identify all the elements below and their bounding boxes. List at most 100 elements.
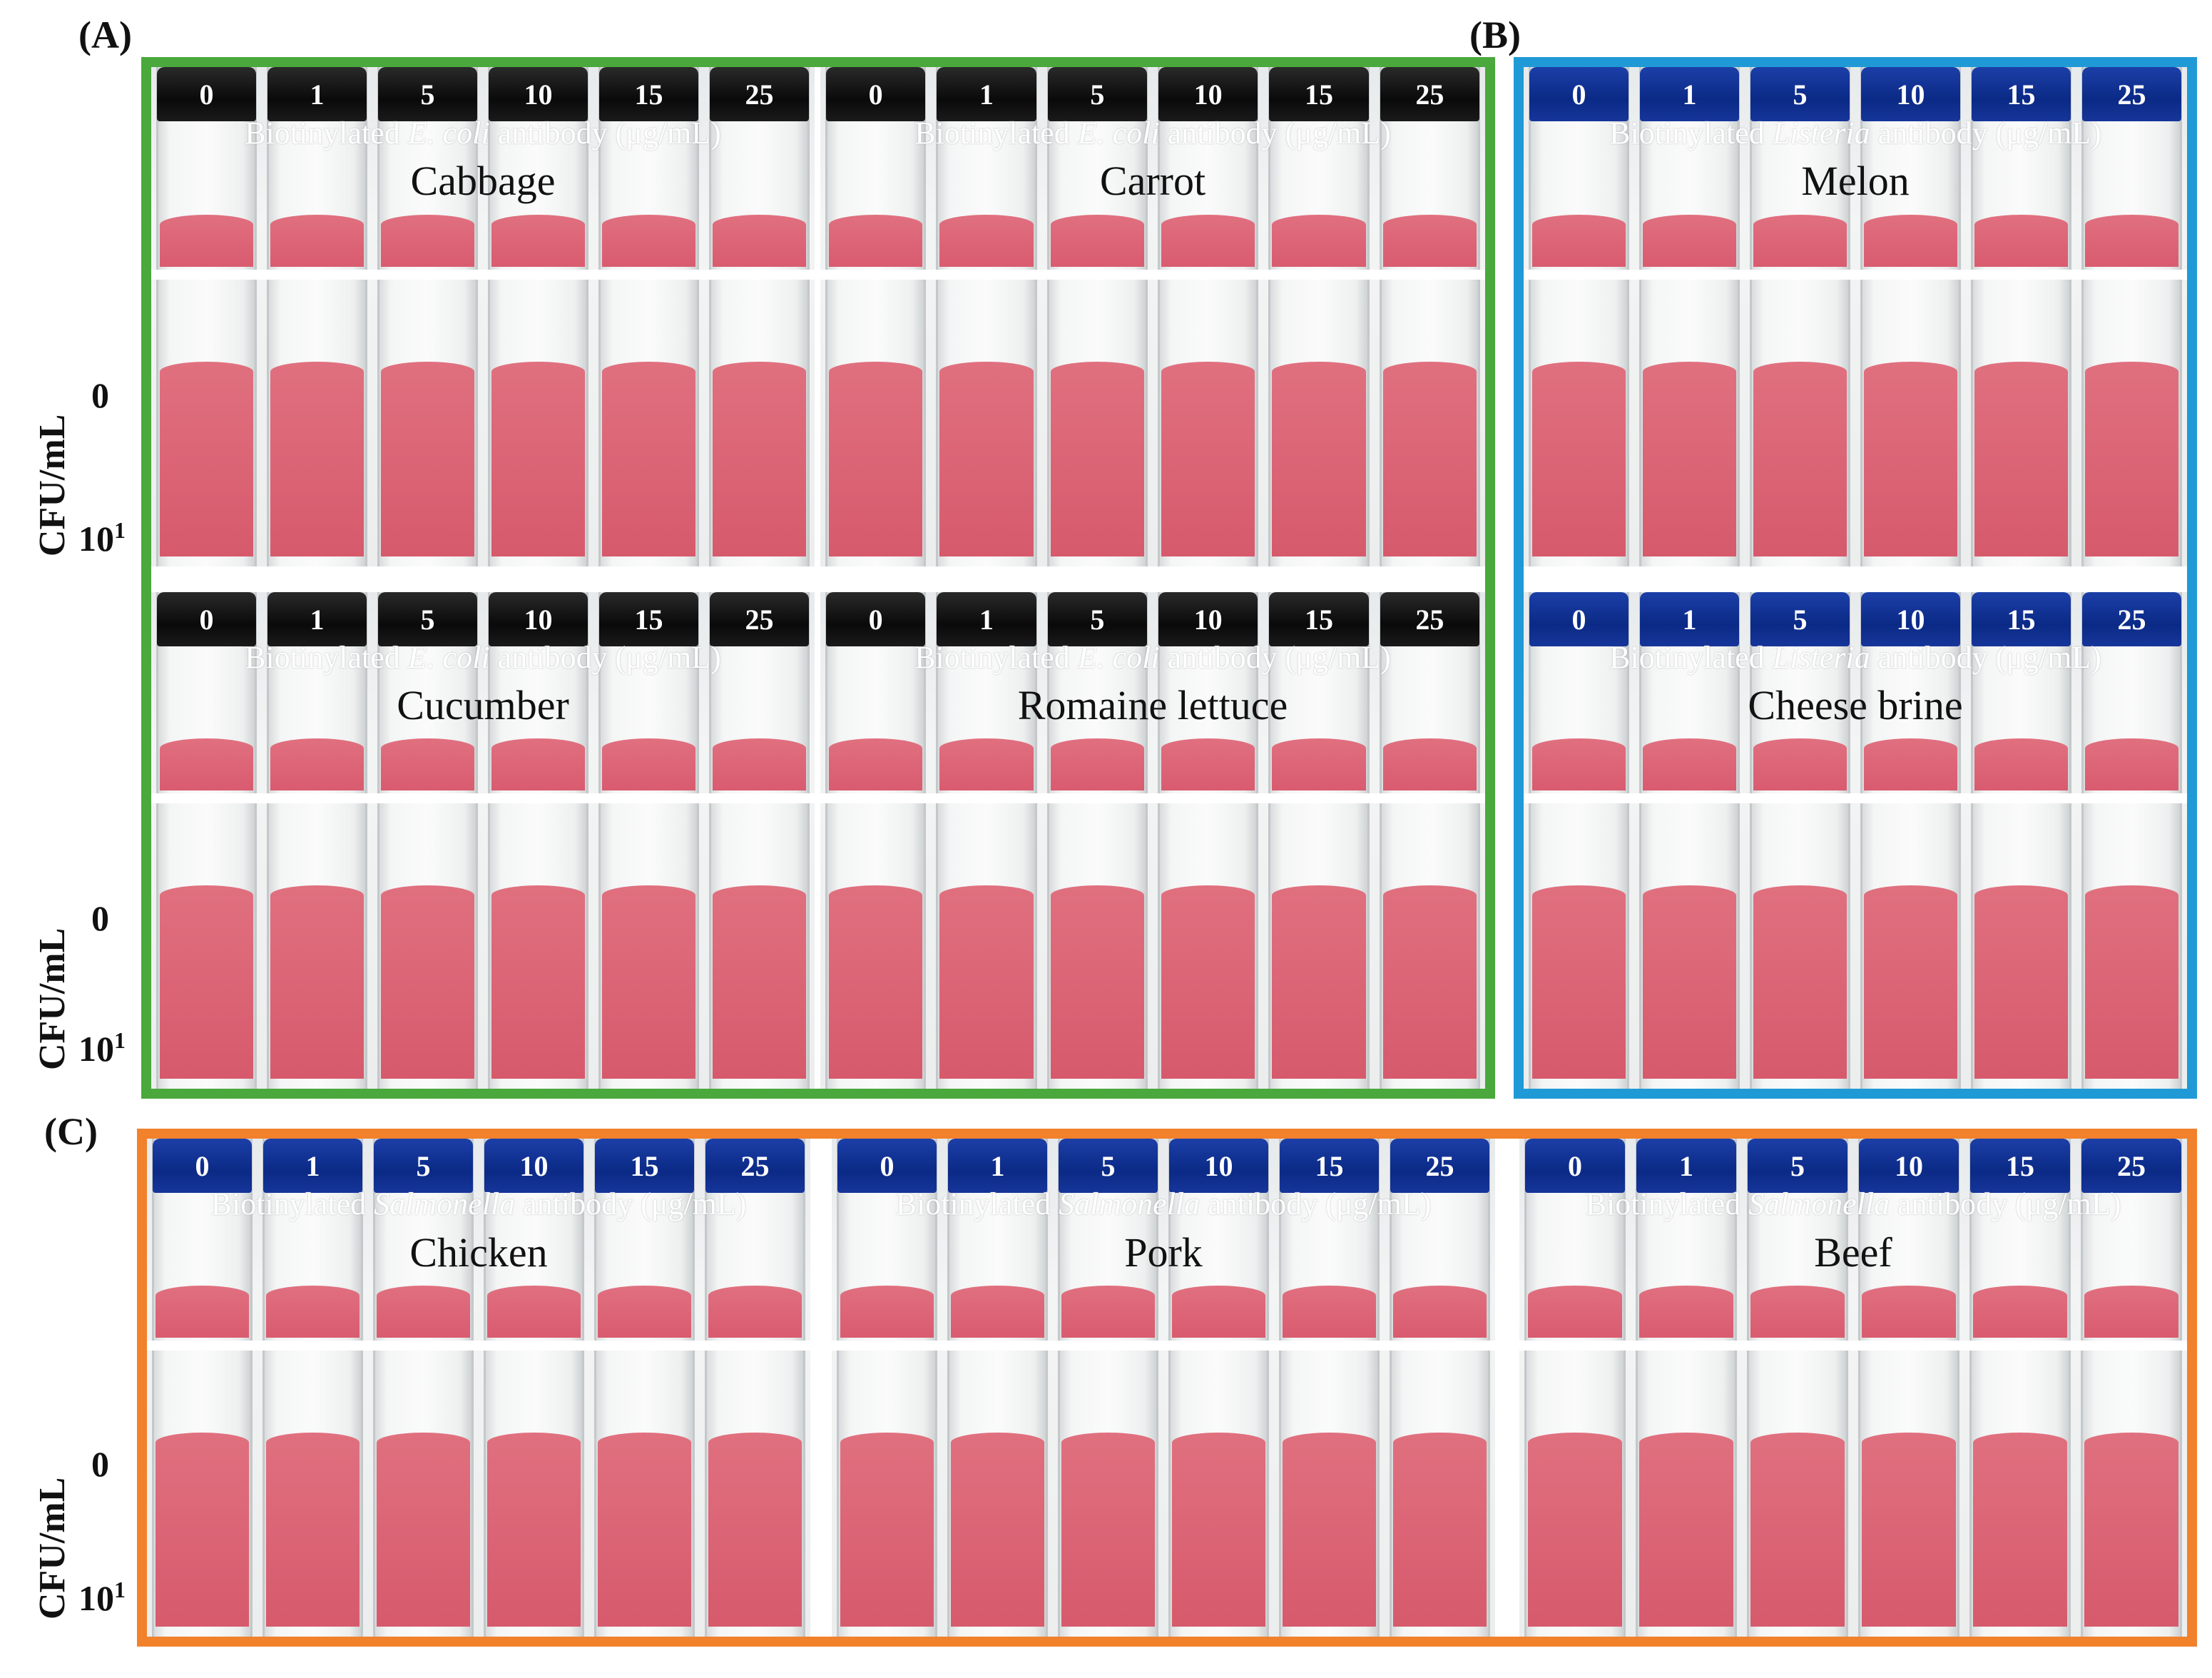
vial-cap-label: 25	[1390, 1139, 1489, 1193]
vial-cap-label: 10	[484, 1139, 583, 1193]
photo-divider	[820, 793, 1485, 803]
vial: 0	[1524, 1139, 1626, 1637]
vial-liquid	[1864, 885, 1957, 1079]
vial: 5	[1046, 592, 1148, 1089]
vial-cap-label: 10	[1859, 1139, 1959, 1193]
panel-letter-c: (C)	[44, 1110, 98, 1153]
vial-cap-label: 5	[1047, 67, 1147, 121]
vial-cap-label: 1	[1640, 592, 1739, 646]
vial-liquid	[1050, 885, 1144, 1079]
vial: 5	[373, 1139, 474, 1637]
vial-cap-label: 15	[1972, 592, 2071, 646]
vial: 25	[1379, 592, 1480, 1089]
vial-liquid	[160, 362, 253, 556]
vial-cap-label: 15	[1972, 67, 2071, 121]
vial-cap-label: 5	[1748, 1139, 1847, 1193]
vial-cap-label: 15	[595, 1139, 694, 1193]
vial-liquid	[491, 362, 585, 556]
vial-liquid	[1272, 738, 1366, 791]
vial: 10	[484, 1139, 584, 1637]
vial-cap-label: 1	[267, 592, 367, 646]
antibody-caption: Biotinylated E. coli antibody (μg/mL)	[914, 640, 1391, 676]
vial-liquid	[598, 1432, 691, 1627]
photo-divider	[1519, 1340, 2187, 1351]
vial-liquid	[1382, 214, 1477, 267]
vial-liquid	[1528, 1432, 1622, 1627]
sample-name: Beef	[1814, 1229, 1892, 1276]
vial-liquid	[713, 738, 806, 791]
vial: 25	[2081, 67, 2182, 566]
vial-liquid	[2085, 885, 2178, 1079]
vial-liquid	[1639, 1285, 1733, 1338]
vial-cap-label: 0	[1529, 592, 1629, 646]
photo-divider	[820, 269, 1485, 280]
vial-cap-label: 25	[1380, 67, 1479, 121]
sample-name: Cucumber	[397, 682, 569, 729]
vial-liquid	[1753, 362, 1847, 556]
vial-liquid	[1973, 1285, 2067, 1338]
vial: 10	[488, 67, 588, 566]
vial-liquid	[1974, 738, 2068, 791]
photo-divider	[151, 269, 815, 280]
vial-liquid	[1862, 1432, 1956, 1627]
vial: 25	[1379, 67, 1480, 566]
antibody-caption: Biotinylated Listeria antibody (μg/mL)	[1609, 115, 2101, 151]
vial: 25	[709, 592, 810, 1089]
sample-name: Melon	[1801, 158, 1910, 204]
vial-liquid	[1643, 885, 1736, 1079]
vial-photo: 0 1 5 10 15 25 Biotinylated E. coli antibody (…	[151, 67, 815, 566]
vial-liquid	[1974, 885, 2068, 1079]
sample-name: Romaine lettuce	[1017, 682, 1288, 729]
vial-liquid	[713, 885, 806, 1079]
vial-photo: 0 1 5 10 15 25 Biotinylated Listeria antibody …	[1524, 67, 2187, 566]
vial-liquid	[377, 1432, 470, 1627]
vial-cap-label: 15	[1280, 1139, 1379, 1193]
vial-liquid	[1061, 1432, 1155, 1627]
vial-cap-label: 0	[826, 592, 926, 646]
vial: 0	[825, 592, 927, 1089]
vial-liquid	[1172, 1285, 1265, 1338]
sample-name: Cheese brine	[1748, 682, 1963, 729]
vial-photo: 0 1 5 10 15 25 Biotinylated Listeria antibody …	[1524, 592, 2187, 1089]
vial-liquid	[2084, 1285, 2178, 1338]
vial-liquid	[1864, 214, 1957, 267]
vial-liquid	[602, 738, 695, 791]
vial-cap-label: 0	[826, 67, 926, 121]
vial-liquid	[1974, 362, 2068, 556]
vial: 15	[594, 1139, 695, 1637]
vial-liquid	[2085, 362, 2178, 556]
antibody-caption: Biotinylated Salmonella antibody (μg/mL)	[1585, 1186, 2121, 1222]
row-value-zero: 0	[91, 1444, 109, 1484]
vial-liquid	[708, 1432, 802, 1627]
vial-liquid	[1639, 1432, 1733, 1627]
vial-liquid	[1973, 1432, 2067, 1627]
vial-liquid	[951, 1285, 1044, 1338]
vial-liquid	[1161, 214, 1255, 267]
vial-liquid	[1974, 214, 2068, 267]
vial-cap-label: 1	[267, 67, 367, 121]
vial: 5	[377, 67, 478, 566]
vial-liquid	[1272, 885, 1366, 1079]
vial-liquid	[602, 214, 695, 267]
vial-liquid	[708, 1285, 802, 1338]
vial-liquid	[491, 885, 585, 1079]
vial-cap-label: 15	[1970, 1139, 2070, 1193]
vial-liquid	[713, 214, 806, 267]
vial: 25	[709, 67, 810, 566]
vial: 15	[598, 67, 699, 566]
y-axis-label-row2: CFU/mL	[32, 927, 73, 1070]
vial: 0	[825, 67, 927, 566]
vial-liquid	[1643, 362, 1736, 556]
vial-liquid	[939, 362, 1034, 556]
vial-liquid	[1753, 738, 1847, 791]
vial-liquid	[840, 1285, 934, 1338]
vial-liquid	[381, 738, 474, 791]
vial-liquid	[1161, 362, 1255, 556]
vial: 1	[263, 1139, 363, 1637]
vial-liquid	[487, 1432, 581, 1627]
vial-liquid	[1382, 885, 1477, 1079]
vial-liquid	[160, 738, 253, 791]
vial-cap-label: 15	[1269, 592, 1369, 646]
vial-cap-label: 1	[1640, 67, 1739, 121]
